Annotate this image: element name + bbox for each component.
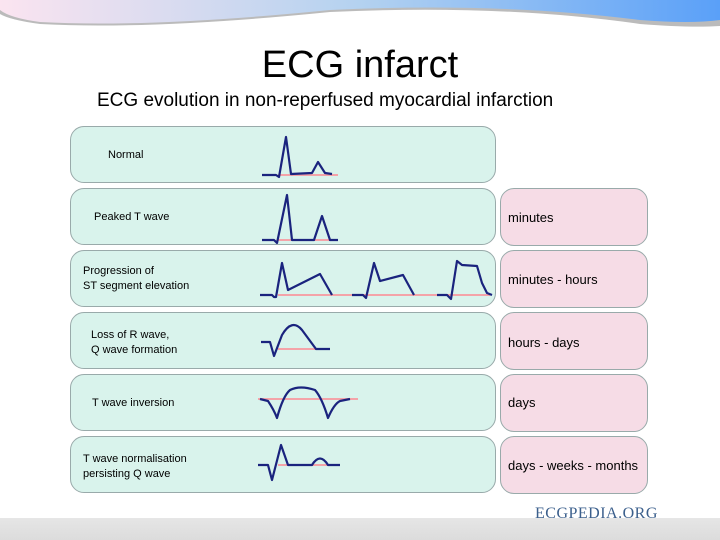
row-label: T wave inversion (92, 397, 175, 409)
ecgpedia-logo: ECGPEDIA.ORG (535, 505, 658, 522)
slide-title: ECG infarct (261, 44, 459, 86)
row-label: Normal (108, 149, 144, 161)
row-label: Progression of ST segment elevation (83, 264, 189, 294)
label-line: Q wave formation (91, 344, 178, 356)
row-label: Peaked T wave (94, 211, 170, 223)
time-box: minutes - hours (500, 250, 648, 308)
time-box: days (500, 374, 648, 432)
time-box: minutes (500, 188, 648, 246)
label-line: persisting Q wave (83, 468, 171, 480)
label-line: Loss of R wave, (91, 329, 170, 341)
row-label: Loss of R wave, Q wave formation (91, 328, 177, 358)
row-label: T wave normalisation persisting Q wave (83, 452, 187, 482)
time-box: hours - days (500, 312, 648, 370)
time-box: days - weeks - months (500, 436, 648, 494)
label-line: ST segment elevation (83, 280, 190, 292)
header-banner (0, 0, 720, 27)
label-line: Progression of (83, 265, 154, 277)
label-line: T wave normalisation (83, 453, 187, 465)
slide-subtitle: ECG evolution in non-reperfused myocardi… (97, 90, 554, 111)
footer-band (0, 518, 720, 540)
